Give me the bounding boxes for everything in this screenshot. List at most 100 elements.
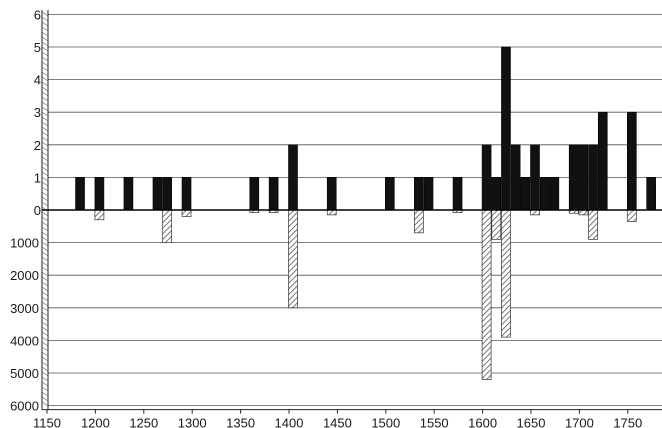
bar-upper: [549, 177, 560, 211]
axis-hatch: [41, 171, 49, 177]
axis-hatch: [41, 136, 49, 142]
axis-hatch: [41, 251, 49, 257]
axis-hatch: [41, 306, 49, 312]
axis-hatch: [41, 331, 49, 337]
bar-lower: [588, 209, 598, 240]
axis-hatch: [41, 291, 49, 297]
axis-hatch: [41, 201, 49, 207]
x-tick-label: 1150: [33, 416, 61, 428]
bar-upper: [249, 177, 260, 211]
x-tick-label: 1450: [323, 416, 352, 428]
bar-upper: [568, 144, 579, 211]
axis-hatch: [41, 271, 49, 277]
bars: [75, 46, 656, 380]
y-tick-label-upper: 0: [34, 203, 41, 218]
y-tick-label-lower: 2000: [10, 268, 39, 283]
axis-hatch: [41, 371, 49, 377]
y-tick-label-upper: 1: [34, 170, 41, 185]
axis-hatch: [41, 156, 49, 162]
axis-hatch: [41, 31, 49, 37]
bar-upper: [326, 177, 337, 211]
axis-hatch: [41, 131, 49, 137]
axis-hatch: [41, 26, 49, 32]
y-tick-label-lower: 3000: [10, 301, 39, 316]
axis-hatch: [41, 256, 49, 262]
axis-hatch: [41, 321, 49, 327]
axis-hatch: [41, 116, 49, 122]
y-tick-label-upper: 6: [34, 7, 41, 22]
bar-upper: [646, 177, 656, 211]
axis-hatch: [41, 16, 49, 22]
axis-hatch: [41, 296, 49, 302]
axis-hatch: [41, 36, 49, 42]
axis-hatch: [41, 236, 49, 242]
bar-upper: [597, 111, 608, 211]
bar-lower: [413, 209, 424, 234]
bar-upper: [152, 177, 163, 211]
axis-hatch: [41, 111, 49, 117]
axis-hatch: [41, 276, 49, 282]
x-tick-label: 1350: [226, 416, 255, 428]
y-tick-label-lower: 5000: [10, 366, 39, 381]
bar-upper: [626, 111, 637, 211]
bar-lower: [491, 209, 502, 240]
axis-hatch: [41, 191, 49, 197]
axis-hatch: [41, 391, 49, 397]
bar-lower: [501, 209, 511, 338]
axis-hatch: [41, 221, 49, 227]
axis-hatch: [41, 211, 49, 217]
axis-hatch: [41, 76, 49, 82]
x-tick-label: 1300: [178, 416, 207, 428]
axis-hatch: [41, 91, 49, 97]
axis-hatch: [41, 176, 49, 182]
bar-upper: [452, 177, 463, 211]
axis-hatch: [41, 11, 49, 17]
axis-hatch: [41, 246, 49, 252]
x-tick-label: 1600: [468, 416, 497, 428]
axis-hatch: [41, 151, 49, 157]
bar-lower: [481, 209, 492, 380]
axis-hatch: [41, 376, 49, 382]
axis-hatch: [41, 166, 49, 172]
bar-lower: [94, 209, 105, 221]
axis-hatch: [41, 46, 49, 52]
axis-hatch: [41, 286, 49, 292]
x-tick-label: 1250: [129, 416, 158, 428]
y-tick-label-upper: 2: [34, 138, 41, 153]
axis-hatch: [41, 71, 49, 77]
axis-hatch: [41, 126, 49, 132]
axis-hatch: [41, 261, 49, 267]
axes: [41, 10, 662, 414]
x-tick-label: 1750: [613, 416, 642, 428]
bar-upper: [530, 144, 540, 211]
axis-hatch: [41, 96, 49, 102]
axis-hatch: [41, 241, 49, 247]
bar-upper: [510, 144, 521, 211]
axis-hatch: [41, 266, 49, 272]
axis-hatch: [41, 196, 49, 202]
axis-hatch: [41, 51, 49, 57]
axis-hatch: [41, 41, 49, 47]
axis-hatch: [41, 381, 49, 387]
axis-hatch: [41, 361, 49, 367]
axis-hatch: [41, 396, 49, 402]
axis-hatch: [41, 101, 49, 107]
axis-hatch: [41, 66, 49, 72]
y-tick-label-upper: 5: [34, 40, 41, 55]
bar-upper: [501, 46, 511, 211]
axis-hatch: [41, 356, 49, 362]
axis-hatch: [41, 186, 49, 192]
bar-upper: [181, 177, 192, 211]
axis-hatch: [41, 326, 49, 332]
axis-hatch: [41, 366, 49, 372]
bar-upper: [520, 177, 531, 211]
bar-upper: [384, 177, 395, 211]
axis-hatch: [41, 61, 49, 67]
y-tick-label-lower: 4000: [10, 333, 39, 348]
axis-hatch: [41, 316, 49, 322]
bar-lower: [288, 209, 298, 309]
axis-hatch: [41, 56, 49, 62]
axis-hatch: [41, 226, 49, 232]
